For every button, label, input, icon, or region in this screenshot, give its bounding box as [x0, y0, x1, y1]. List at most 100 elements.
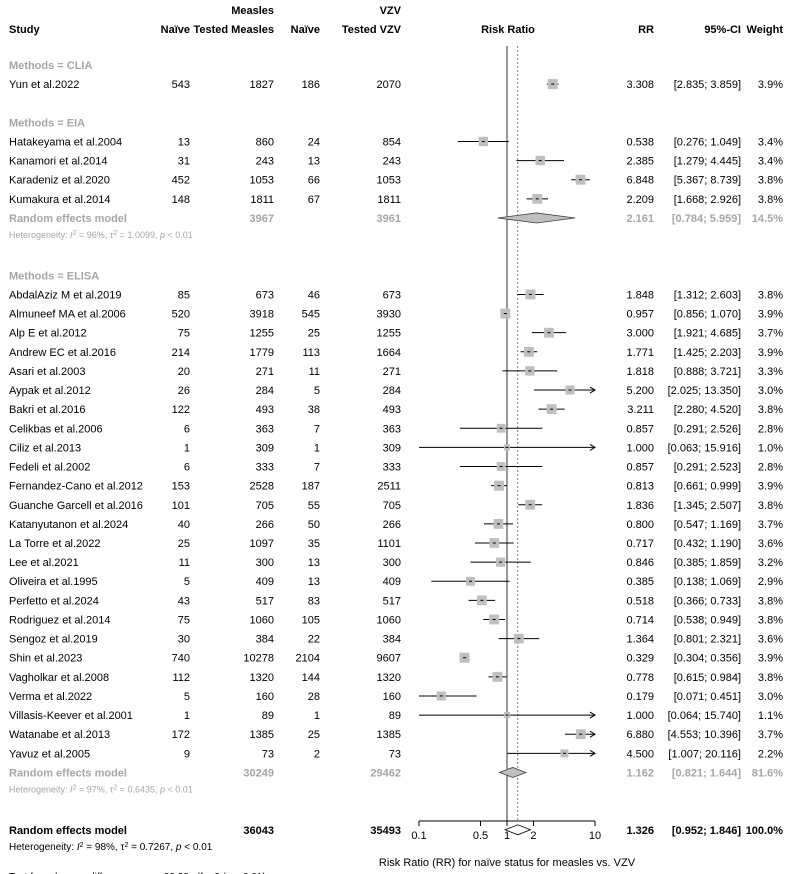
- weight-value: 3.8%: [758, 672, 783, 684]
- naive-measles-value: 13: [178, 136, 190, 148]
- naive-measles-value: 153: [172, 481, 190, 493]
- tested-vzv-value: 300: [383, 557, 401, 569]
- x-axis-label: Risk Ratio (RR) for naïve status for mea…: [379, 857, 636, 869]
- ci-value: [2.835; 3.859]: [674, 79, 741, 91]
- study-name: Oliveira et al.1995: [9, 576, 98, 588]
- tested-vzv-value: 517: [383, 595, 401, 607]
- naive-vzv-value: 46: [308, 289, 320, 301]
- ci-value: [0.432; 1.190]: [674, 538, 741, 550]
- rr-value: 3.211: [627, 404, 654, 416]
- weight-value: 3.0%: [758, 385, 783, 397]
- study-name: Fedeli et al.2002: [9, 462, 90, 474]
- naive-measles-value: 6: [184, 423, 190, 435]
- tested-measles-value: 493: [256, 404, 274, 416]
- tested-measles-value: 384: [256, 634, 274, 646]
- tested-measles-value: 705: [256, 500, 274, 512]
- tested-vzv-value: 1060: [377, 614, 401, 626]
- pooled-ci-value: [0.821; 1.644]: [672, 767, 741, 779]
- header-tested-vzv: Tested VZV: [342, 24, 402, 36]
- tested-measles-value: 1811: [250, 194, 274, 206]
- rr-value: 0.518: [626, 595, 654, 607]
- weight-value: 3.9%: [758, 309, 783, 321]
- naive-measles-value: 5: [184, 576, 190, 588]
- tested-measles-value: 1827: [250, 79, 274, 91]
- tested-measles-value: 300: [256, 557, 274, 569]
- overall-model-label: Random effects model: [9, 825, 127, 837]
- naive-vzv-value: 13: [308, 576, 320, 588]
- naive-measles-value: 43: [178, 595, 190, 607]
- study-name: Lee et al.2021: [9, 557, 79, 569]
- subgroup-model-label: Random effects model: [9, 767, 127, 779]
- tested-vzv-value: 333: [383, 462, 401, 474]
- x-tick-label: 0.1: [411, 830, 426, 842]
- pooled-rr-value: 1.162: [626, 767, 654, 779]
- tested-vzv-value: 266: [383, 519, 401, 531]
- weight-value: 2.8%: [758, 423, 783, 435]
- weight-value: 1.1%: [758, 710, 783, 722]
- study-name: Alp E et al.2012: [9, 328, 87, 340]
- naive-measles-value: 75: [178, 328, 190, 340]
- weight-value: 3.8%: [758, 595, 783, 607]
- header-rr: RR: [638, 24, 654, 36]
- pooled-tested-vzv: 3961: [377, 213, 401, 225]
- weight-value: 3.4%: [758, 136, 783, 148]
- study-name: AbdalAziz M et al.2019: [9, 289, 122, 301]
- rr-value: 0.329: [626, 653, 654, 665]
- rr-value: 0.800: [626, 519, 654, 531]
- tested-measles-value: 517: [256, 595, 274, 607]
- naive-measles-value: 75: [178, 614, 190, 626]
- tested-measles-value: 363: [256, 423, 274, 435]
- naive-vzv-value: 105: [302, 614, 320, 626]
- study-name: Rodriguez et al.2014: [9, 614, 111, 626]
- tested-measles-value: 1320: [250, 672, 274, 684]
- ci-value: [0.538; 0.949]: [674, 614, 741, 626]
- tested-measles-value: 333: [256, 462, 274, 474]
- weight-value: 3.2%: [758, 557, 783, 569]
- header-measles-group: Measles: [231, 5, 274, 17]
- naive-measles-value: 101: [172, 500, 190, 512]
- weight-value: 3.6%: [758, 634, 783, 646]
- rr-value: 0.538: [626, 136, 654, 148]
- tested-vzv-value: 284: [383, 385, 401, 397]
- rr-value: 0.857: [626, 423, 654, 435]
- naive-measles-value: 740: [172, 653, 190, 665]
- tested-measles-value: 2528: [250, 481, 274, 493]
- tested-measles-value: 3918: [250, 309, 274, 321]
- tested-vzv-value: 1255: [377, 328, 401, 340]
- overall-diamond: [504, 824, 532, 836]
- rr-value: 6.848: [626, 175, 654, 187]
- header-naive-vzv: Naïve: [291, 24, 320, 36]
- naive-measles-value: 25: [178, 538, 190, 550]
- ci-value: [1.007; 20.116]: [668, 748, 741, 760]
- naive-measles-value: 1: [184, 442, 190, 454]
- tested-vzv-value: 243: [383, 156, 401, 168]
- pooled-weight-value: 14.5%: [752, 213, 783, 225]
- rr-value: 1.000: [626, 442, 654, 454]
- tested-vzv-value: 1664: [377, 347, 401, 359]
- ci-value: [4.553; 10.396]: [668, 729, 741, 741]
- naive-vzv-value: 545: [302, 309, 320, 321]
- tested-measles-value: 160: [256, 691, 274, 703]
- ci-arrow: [589, 386, 596, 394]
- ci-value: [0.063; 15.916]: [668, 442, 741, 454]
- ci-value: [0.856; 1.070]: [674, 309, 741, 321]
- tested-vzv-value: 271: [383, 366, 401, 378]
- naive-vzv-value: 113: [302, 347, 320, 359]
- tested-vzv-value: 1811: [377, 194, 401, 206]
- weight-value: 3.8%: [758, 614, 783, 626]
- pooled-ci-value: [0.784; 5.959]: [672, 213, 741, 225]
- rr-value: 0.778: [626, 672, 654, 684]
- subgroup-diamond: [497, 212, 576, 224]
- study-name: Bakri et al.2016: [9, 404, 85, 416]
- naive-measles-value: 148: [172, 194, 190, 206]
- study-name: Hatakeyama et al.2004: [9, 136, 122, 148]
- weight-value: 3.8%: [758, 289, 783, 301]
- naive-measles-value: 543: [172, 79, 190, 91]
- rr-value: 0.717: [626, 538, 654, 550]
- rr-value: 3.308: [626, 79, 654, 91]
- weight-value: 3.9%: [758, 347, 783, 359]
- naive-measles-value: 1: [184, 710, 190, 722]
- weight-value: 3.9%: [758, 653, 783, 665]
- naive-vzv-value: 2104: [296, 653, 320, 665]
